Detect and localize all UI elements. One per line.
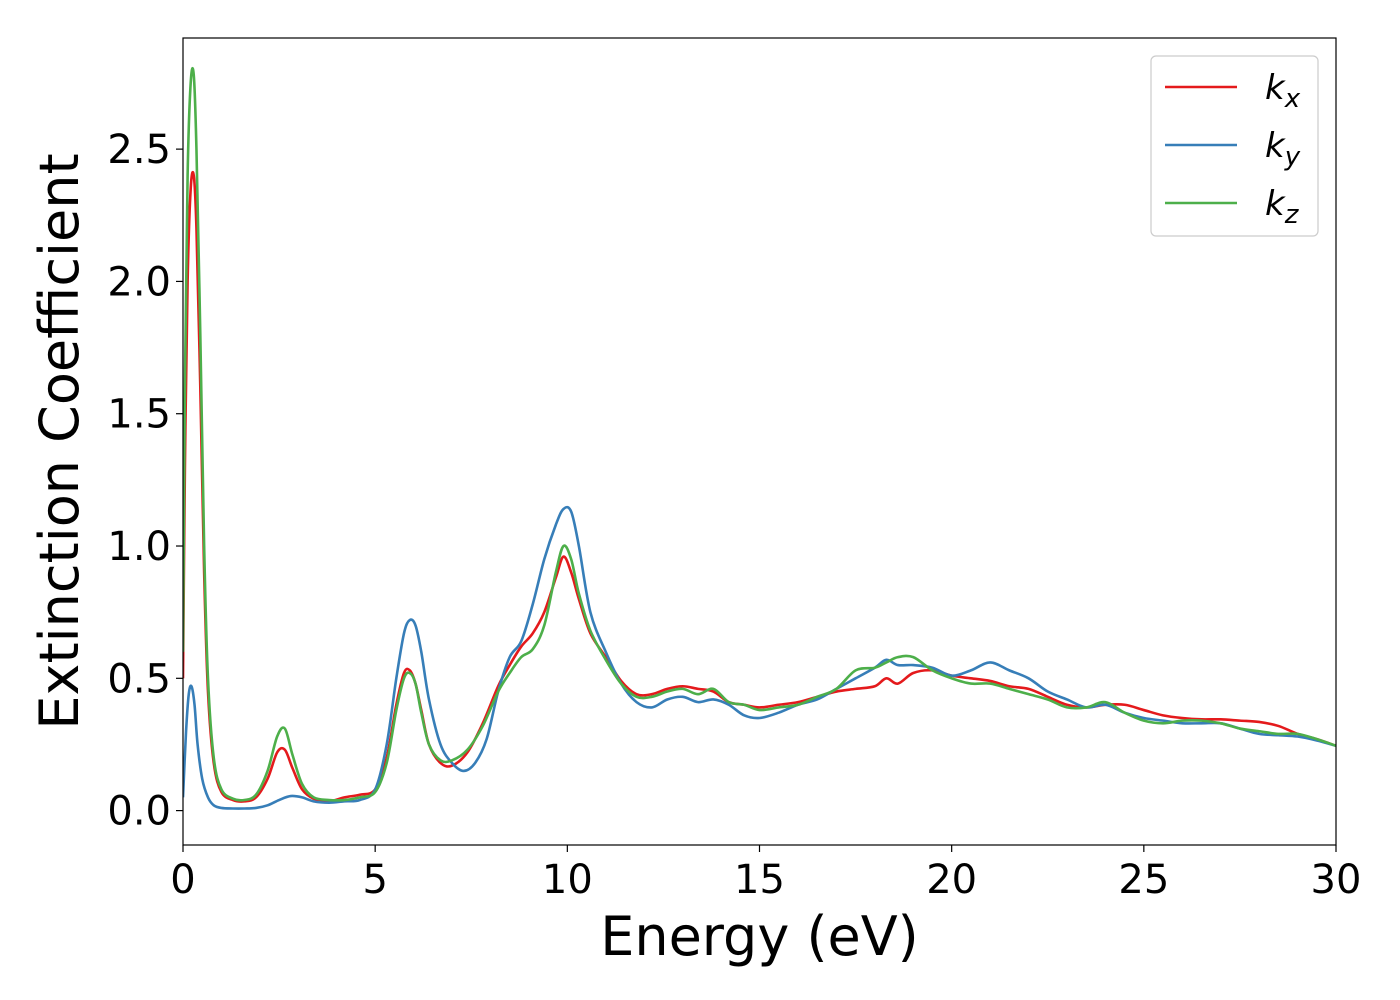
y-tick-label: 2.0	[107, 259, 171, 305]
x-axis-title: Energy (eV)	[600, 905, 919, 968]
series-line-y	[183, 505, 1336, 810]
x-axis: 0 5 10 15 20 25 30	[170, 845, 1361, 903]
y-axis-title: Extinction Coefficient	[28, 153, 91, 729]
x-tick-label: 20	[926, 857, 977, 903]
x-tick-label: 5	[362, 857, 387, 903]
series-line-x	[183, 170, 1336, 803]
legend-label: ky	[1265, 126, 1301, 172]
legend-item-z: kz	[1165, 184, 1300, 230]
legend-item-y: ky	[1165, 126, 1301, 172]
series-line-z	[183, 66, 1336, 802]
series-layer	[183, 66, 1336, 810]
x-tick-label: 30	[1311, 857, 1362, 903]
x-tick-label: 10	[542, 857, 593, 903]
y-tick-label: 0.0	[107, 789, 171, 835]
y-tick-label: 0.5	[107, 656, 171, 702]
y-tick-label: 2.5	[107, 127, 171, 173]
x-tick-label: 25	[1118, 857, 1169, 903]
x-tick-label: 15	[734, 857, 785, 903]
legend-label: kz	[1265, 184, 1300, 230]
legend: kx ky kz	[1150, 55, 1319, 237]
y-tick-label: 1.0	[107, 524, 171, 570]
legend-label: kx	[1265, 68, 1301, 114]
legend-item-x: kx	[1165, 68, 1301, 114]
y-tick-label: 1.5	[107, 392, 171, 438]
y-axis: 0.0 0.5 1.0 1.5 2.0 2.5	[107, 127, 183, 835]
x-tick-label: 0	[170, 857, 195, 903]
